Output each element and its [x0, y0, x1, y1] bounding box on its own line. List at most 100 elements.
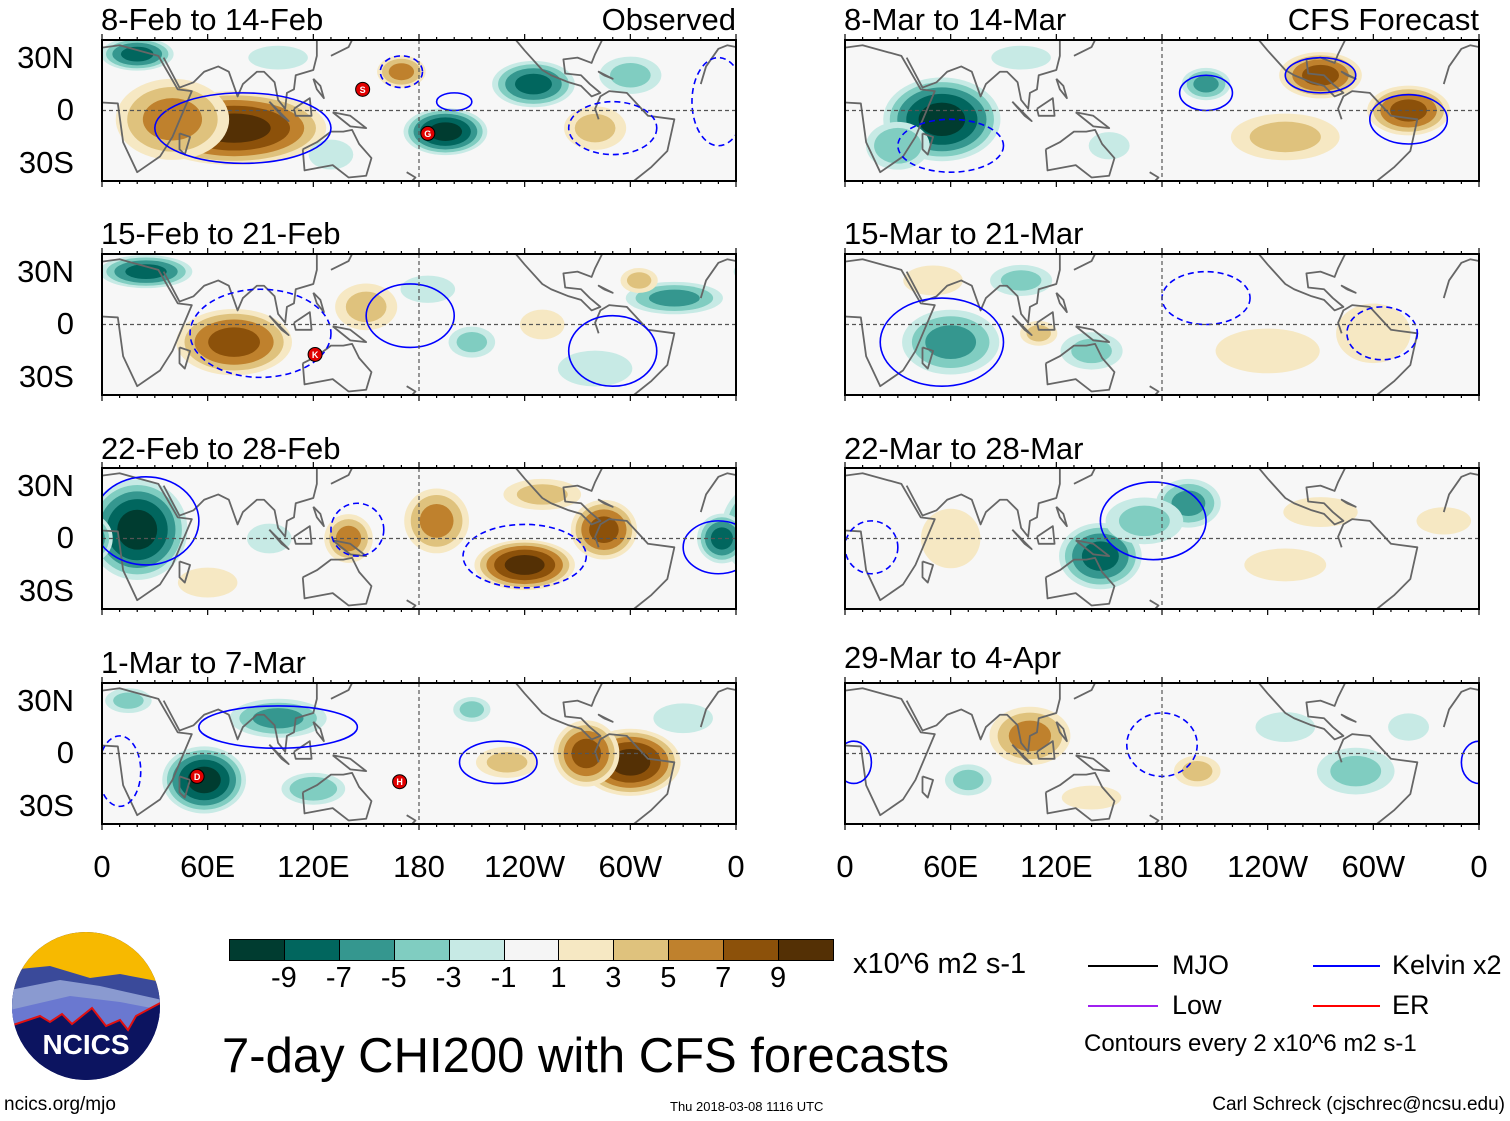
storm-marker-icon [420, 125, 436, 141]
coastline [594, 518, 676, 609]
coastline [1340, 70, 1357, 80]
coastline [1075, 539, 1111, 558]
coastline [1075, 754, 1111, 773]
coastline [1258, 468, 1346, 526]
colorbar-label: -3 [435, 962, 462, 994]
coastline [1044, 128, 1116, 179]
map-panel [844, 677, 1480, 830]
lon-tick-label: 60W [1341, 849, 1406, 884]
chi200-map [844, 462, 1480, 615]
colorbar-label: -1 [490, 962, 517, 994]
coastline [1011, 744, 1033, 765]
legend-kelvin: Kelvin x2 [1392, 950, 1502, 980]
colorbar-swatch [668, 939, 725, 961]
coastline [1073, 683, 1096, 700]
coastline [845, 687, 936, 817]
coastline [1442, 687, 1479, 728]
lon-tick-label: 0 [93, 849, 111, 884]
coastline [293, 525, 313, 545]
coastline [102, 44, 193, 174]
lat-tick-label: 30S [18, 145, 74, 180]
coastline [406, 385, 417, 395]
storm-marker-icon [392, 774, 408, 790]
negative-anomaly-shading [428, 122, 463, 141]
kelvin-contour [897, 118, 1005, 173]
kelvin-contour [102, 476, 200, 566]
coastline [332, 111, 368, 130]
panel-title-6: 15-Mar to 21-Mar [844, 216, 1084, 251]
negative-anomaly-shading [1255, 712, 1316, 742]
coastline [332, 754, 368, 773]
coastline [905, 254, 1061, 324]
lat-tick-label: 30S [18, 788, 74, 823]
kelvin-contour [1178, 74, 1234, 112]
coastline [921, 775, 934, 799]
coastline [178, 775, 191, 799]
negative-anomaly-shading [514, 73, 552, 95]
map-content [845, 683, 1479, 824]
coastline [330, 40, 353, 57]
positive-anomaly-shading [208, 327, 260, 357]
lon-tick-label: 60W [598, 849, 663, 884]
lon-tick-label: 120E [277, 849, 350, 884]
coastline [1044, 556, 1116, 607]
storm-marker-icon [355, 81, 371, 97]
coastline [162, 254, 318, 324]
coastline [1258, 40, 1346, 98]
coastline [1149, 385, 1160, 395]
coastline [178, 560, 191, 584]
coastline [268, 744, 290, 765]
negative-anomaly-shading [925, 325, 977, 360]
author-credit: Carl Schreck (cjschrec@ncsu.edu) [1212, 1094, 1505, 1115]
coastline [301, 342, 373, 393]
coastline [178, 346, 191, 370]
coastline [1258, 683, 1346, 741]
kelvin-contour [1099, 481, 1207, 561]
coastline [406, 599, 417, 609]
coastline [406, 814, 417, 824]
lat-tick-label: 0 [56, 306, 74, 341]
kelvin-contour [691, 56, 736, 147]
negative-anomaly-shading [1500, 122, 1510, 170]
negative-anomaly-shading [77, 527, 99, 549]
negative-anomaly-shading [751, 510, 791, 550]
coastline [905, 468, 1061, 538]
negative-anomaly-shading [400, 275, 456, 303]
panel-title-7: 22-Mar to 28-Mar [844, 431, 1084, 466]
coastline [301, 771, 373, 822]
legend-er: ER [1392, 990, 1430, 1020]
coastline [1055, 506, 1068, 528]
colorbar-swatch [503, 939, 560, 961]
coastline [102, 472, 193, 602]
negative-anomaly-shading [120, 46, 154, 62]
coastline [1055, 721, 1068, 743]
negative-anomaly-shading [759, 264, 800, 279]
coastline [293, 740, 313, 760]
logo-text: NCICS [42, 1029, 129, 1060]
negative-anomaly-shading [102, 529, 105, 548]
legend-mjo: MJO [1172, 950, 1229, 980]
map-content [845, 40, 1510, 181]
negative-anomaly-shading [1118, 505, 1170, 537]
coastline [1075, 325, 1111, 344]
coastline [102, 687, 193, 817]
positive-anomaly-shading [782, 507, 837, 534]
coastline [332, 539, 368, 558]
coastline [921, 560, 934, 584]
map-panel: K [101, 248, 737, 401]
contour-note: Contours every 2 x10^6 m2 s-1 [1084, 1030, 1417, 1057]
coastline [1149, 814, 1160, 824]
positive-anomaly-shading [516, 484, 568, 505]
coastline [905, 40, 1061, 110]
lat-tick-label: 30N [17, 40, 74, 75]
coastline [1036, 525, 1056, 545]
coastline [699, 472, 736, 513]
storm-marker-icon [307, 346, 323, 362]
colorbar-label: 9 [770, 962, 787, 994]
coastline [330, 683, 353, 700]
colorbar-swatch [613, 939, 670, 961]
colorbar-swatch [778, 939, 834, 961]
negative-anomaly-shading [734, 49, 736, 59]
negative-anomaly-shading [1000, 270, 1042, 291]
coastline [699, 44, 736, 85]
